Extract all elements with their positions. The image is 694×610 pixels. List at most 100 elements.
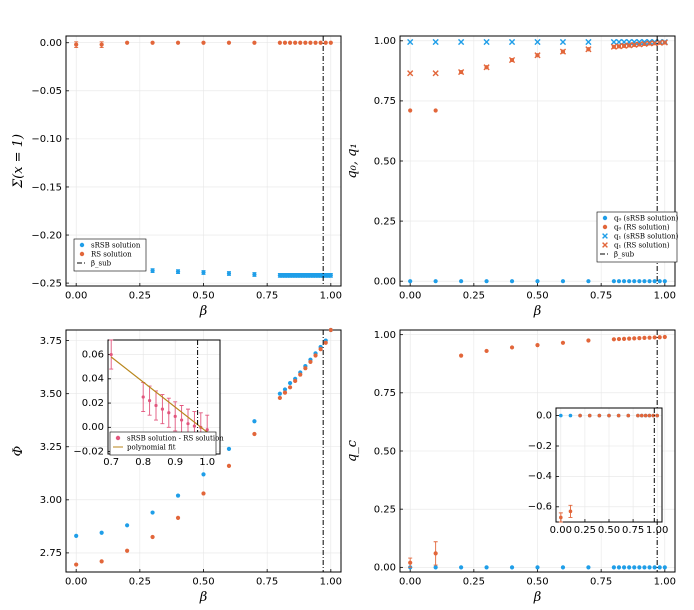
- y-tick-label: 0.00: [82, 422, 104, 433]
- data-point: [642, 565, 647, 570]
- legend-label: sRSB solution - RS solution: [127, 434, 224, 442]
- x-tick-label: 0.00: [550, 525, 572, 536]
- data-point-cross: [646, 40, 653, 47]
- data-point-cross: [559, 48, 567, 55]
- data-point: [433, 108, 438, 113]
- data-point: [125, 523, 130, 528]
- x-tick-label: 1.0: [199, 457, 215, 468]
- data-point: [277, 40, 282, 45]
- y-tick-label: 0.75: [374, 96, 396, 107]
- y-tick-label: −0.6: [528, 502, 552, 513]
- data-point-cross: [636, 41, 643, 48]
- data-point: [173, 414, 177, 419]
- data-point: [99, 530, 104, 535]
- data-point-cross: [432, 70, 439, 77]
- x-tick-label: 0.25: [129, 291, 151, 302]
- data-point: [154, 403, 158, 408]
- data-point: [287, 40, 293, 45]
- data-point: [597, 413, 602, 418]
- y-axis-label: q_c: [345, 439, 360, 462]
- x-tick-label: 0.75: [256, 577, 278, 588]
- data-point: [180, 418, 184, 422]
- data-point: [303, 366, 308, 371]
- x-tick-label: 1.00: [654, 577, 676, 588]
- data-point: [621, 279, 627, 284]
- legend-box: [73, 238, 147, 272]
- y-tick-label: −0.4: [528, 471, 552, 482]
- data-point-cross: [641, 38, 648, 46]
- data-point: [657, 335, 662, 340]
- x-tick-label: 1.00: [320, 577, 342, 588]
- data-point: [298, 372, 303, 377]
- data-point: [125, 40, 130, 45]
- data-point: [637, 279, 642, 284]
- data-point: [192, 424, 196, 428]
- data-point-cross: [508, 38, 516, 46]
- y-tick-label: 3.50: [40, 389, 62, 400]
- data-point: [79, 242, 85, 248]
- data-point: [560, 340, 566, 345]
- data-point: [636, 413, 640, 418]
- data-point: [459, 279, 464, 284]
- data-point: [252, 419, 257, 424]
- data-point: [226, 40, 232, 45]
- x-axis-label: β: [199, 590, 208, 605]
- data-point-cross: [661, 39, 668, 46]
- x-axis-label: β: [199, 304, 208, 319]
- data-point: [282, 40, 288, 45]
- data-point: [651, 413, 656, 418]
- data-point: [616, 565, 622, 570]
- y-axis-label: Σ(x = 1): [11, 134, 26, 189]
- x-tick-label: 0.50: [526, 577, 548, 588]
- legend-label: q₁ (sRSB solution): [614, 232, 679, 240]
- data-point: [277, 391, 282, 396]
- x-tick-label: 0.75: [590, 577, 612, 588]
- data-point: [186, 422, 190, 426]
- data-point: [293, 378, 298, 384]
- data-point: [226, 446, 232, 451]
- data-point: [586, 565, 591, 570]
- data-point: [303, 40, 308, 45]
- data-point-cross: [602, 233, 608, 239]
- data-point-cross: [651, 40, 658, 47]
- data-point: [568, 509, 573, 514]
- data-point: [408, 560, 413, 565]
- y-tick-label: 0.02: [82, 398, 104, 409]
- data-point-cross: [615, 43, 623, 50]
- y-tick-label: 0.00: [374, 563, 396, 574]
- data-point-cross: [458, 38, 465, 46]
- data-point: [509, 279, 515, 284]
- data-point: [484, 279, 489, 284]
- data-point: [459, 353, 464, 358]
- data-point: [647, 335, 652, 340]
- data-point: [647, 413, 652, 418]
- data-point: [433, 279, 438, 284]
- data-point: [282, 390, 288, 395]
- y-tick-label: 1.00: [374, 330, 396, 341]
- legend-label: β_sub: [614, 250, 635, 258]
- data-point: [408, 279, 413, 284]
- data-point: [323, 340, 328, 345]
- data-point: [621, 565, 627, 570]
- x-tick-label: 0.75: [590, 291, 612, 302]
- x-tick-label: 0.9: [167, 457, 183, 468]
- y-tick-label: −0.15: [31, 182, 62, 193]
- data-point: [652, 279, 657, 284]
- y-tick-label: −0.25: [31, 278, 62, 289]
- data-point-cross: [559, 38, 567, 46]
- data-point: [205, 428, 209, 432]
- y-tick-label: 3.25: [40, 442, 62, 453]
- data-point: [252, 431, 257, 437]
- data-point: [616, 336, 622, 342]
- data-point: [509, 345, 515, 350]
- y-tick-label: 0.75: [374, 388, 396, 399]
- data-point: [662, 565, 667, 570]
- data-point: [201, 472, 206, 477]
- data-point: [602, 224, 608, 230]
- x-tick-label: 1.00: [320, 291, 342, 302]
- panel-qc: 0.00 0.25 0.50 0.75 1.000.000.250.500.751.00…: [345, 329, 676, 605]
- x-axis-label: β: [533, 304, 542, 319]
- data-point: [611, 337, 616, 342]
- x-tick-label: 0.50: [192, 291, 214, 302]
- data-point: [611, 565, 616, 570]
